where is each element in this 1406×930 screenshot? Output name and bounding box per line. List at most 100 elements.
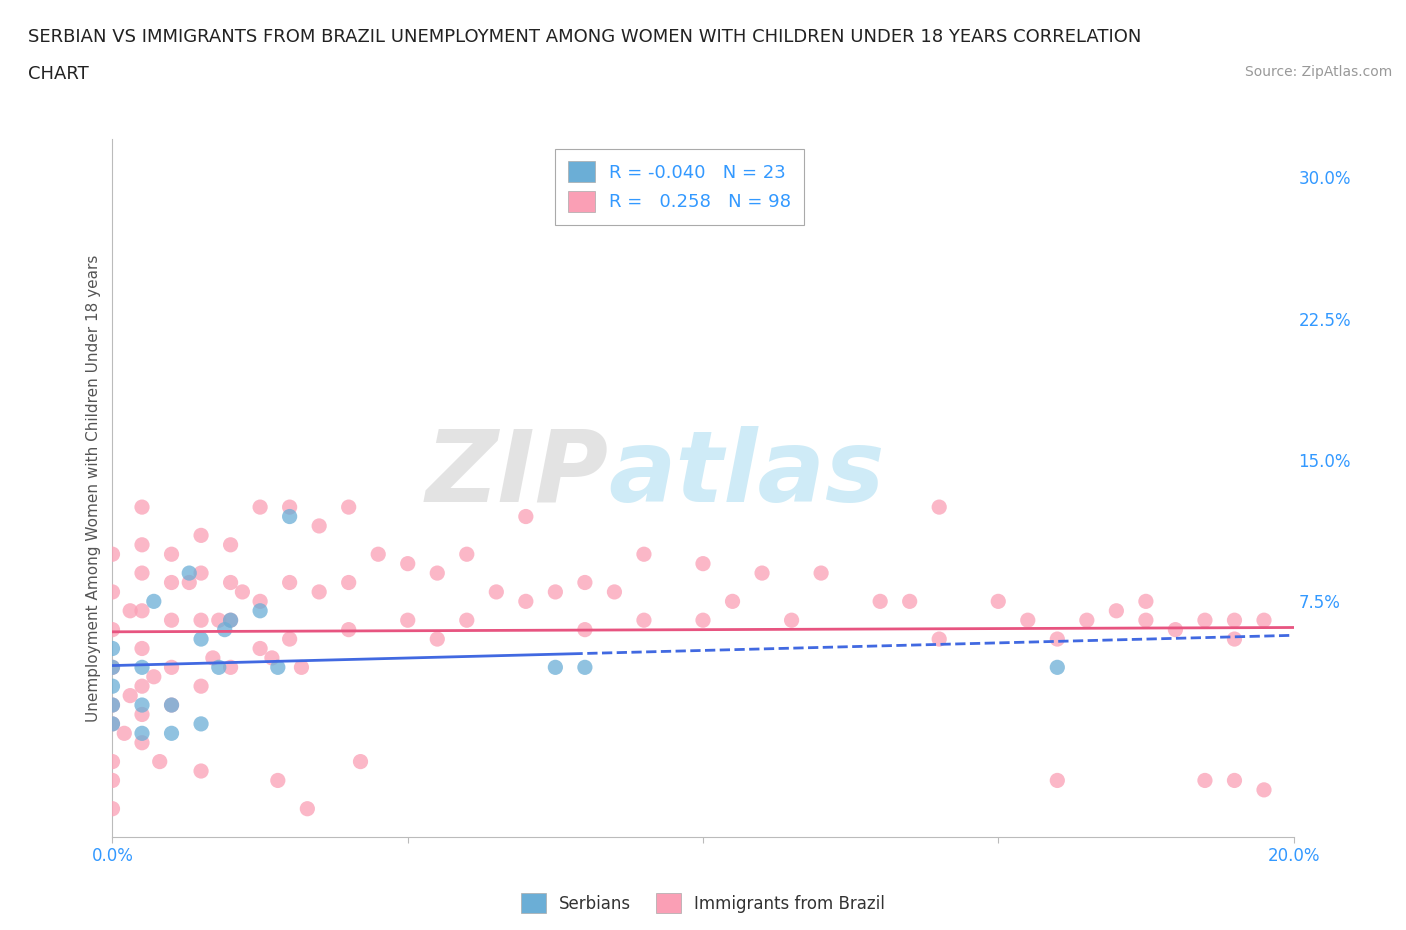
Point xyxy=(219,613,242,628)
Point xyxy=(131,660,153,675)
Point xyxy=(179,565,201,580)
Point xyxy=(101,547,124,562)
Point xyxy=(101,716,124,731)
Point xyxy=(101,622,124,637)
Point xyxy=(1046,773,1069,788)
Point xyxy=(120,688,142,703)
Point xyxy=(131,604,153,618)
Point xyxy=(160,547,183,562)
Point xyxy=(190,613,212,628)
Point xyxy=(515,594,537,609)
Point xyxy=(485,584,508,599)
Point xyxy=(751,565,773,580)
Point xyxy=(112,726,135,741)
Point xyxy=(515,509,537,524)
Point xyxy=(308,519,330,534)
Point xyxy=(426,631,449,646)
Point xyxy=(190,631,212,646)
Point xyxy=(1076,613,1098,628)
Point xyxy=(898,594,921,609)
Point xyxy=(142,594,165,609)
Point xyxy=(1253,782,1275,797)
Point xyxy=(337,499,360,514)
Text: CHART: CHART xyxy=(28,65,89,83)
Point xyxy=(278,509,301,524)
Point xyxy=(928,499,950,514)
Text: ZIP: ZIP xyxy=(426,426,609,523)
Point xyxy=(131,707,153,722)
Point xyxy=(810,565,832,580)
Point xyxy=(101,754,124,769)
Point xyxy=(160,613,183,628)
Point xyxy=(160,575,183,590)
Point xyxy=(131,726,153,741)
Point xyxy=(101,679,124,694)
Point xyxy=(160,698,183,712)
Point xyxy=(928,631,950,646)
Text: SERBIAN VS IMMIGRANTS FROM BRAZIL UNEMPLOYMENT AMONG WOMEN WITH CHILDREN UNDER 1: SERBIAN VS IMMIGRANTS FROM BRAZIL UNEMPL… xyxy=(28,28,1142,46)
Point xyxy=(987,594,1010,609)
Point xyxy=(1046,631,1069,646)
Point xyxy=(278,575,301,590)
Point xyxy=(574,660,596,675)
Point xyxy=(219,538,242,552)
Point xyxy=(101,698,124,712)
Point xyxy=(160,698,183,712)
Point xyxy=(349,754,371,769)
Point xyxy=(603,584,626,599)
Y-axis label: Unemployment Among Women with Children Under 18 years: Unemployment Among Women with Children U… xyxy=(86,255,101,722)
Legend: Serbians, Immigrants from Brazil: Serbians, Immigrants from Brazil xyxy=(515,887,891,920)
Point xyxy=(101,716,124,731)
Point xyxy=(1135,594,1157,609)
Point xyxy=(544,660,567,675)
Text: atlas: atlas xyxy=(609,426,884,523)
Point xyxy=(544,584,567,599)
Point xyxy=(1194,613,1216,628)
Point xyxy=(249,594,271,609)
Point xyxy=(278,631,301,646)
Point xyxy=(278,499,301,514)
Point xyxy=(179,575,201,590)
Point xyxy=(1046,660,1069,675)
Point xyxy=(219,575,242,590)
Point xyxy=(1194,773,1216,788)
Point xyxy=(120,604,142,618)
Point xyxy=(190,716,212,731)
Point xyxy=(190,565,212,580)
Point xyxy=(101,802,124,817)
Point xyxy=(101,773,124,788)
Point xyxy=(190,528,212,543)
Point xyxy=(426,565,449,580)
Point xyxy=(131,565,153,580)
Point xyxy=(260,650,283,665)
Point xyxy=(249,499,271,514)
Point xyxy=(249,641,271,656)
Point xyxy=(208,613,231,628)
Point xyxy=(574,622,596,637)
Point xyxy=(131,641,153,656)
Point xyxy=(190,679,212,694)
Point xyxy=(249,604,271,618)
Point xyxy=(131,538,153,552)
Point xyxy=(160,726,183,741)
Point xyxy=(633,613,655,628)
Point xyxy=(160,660,183,675)
Point xyxy=(1164,622,1187,637)
Point xyxy=(267,773,290,788)
Point xyxy=(692,613,714,628)
Point xyxy=(219,660,242,675)
Point xyxy=(214,622,236,637)
Point xyxy=(1017,613,1039,628)
Point xyxy=(396,613,419,628)
Point xyxy=(267,660,290,675)
Point xyxy=(101,584,124,599)
Point xyxy=(297,802,319,817)
Point xyxy=(142,670,165,684)
Point xyxy=(131,679,153,694)
Point xyxy=(231,584,253,599)
Point xyxy=(201,650,224,665)
Point xyxy=(692,556,714,571)
Point xyxy=(456,547,478,562)
Point xyxy=(101,641,124,656)
Point xyxy=(101,660,124,675)
